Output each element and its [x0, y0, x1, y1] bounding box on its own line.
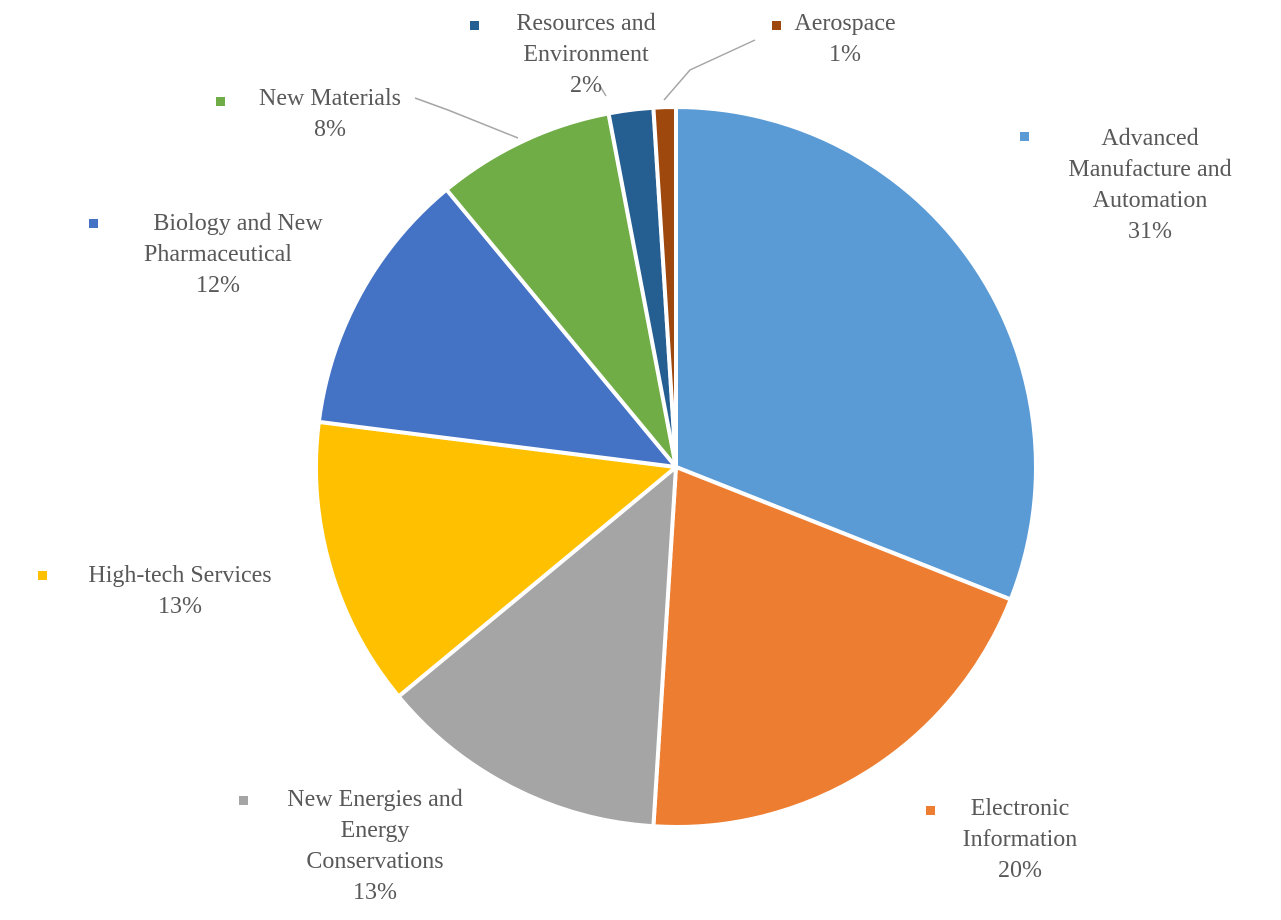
label-marker-6	[216, 97, 225, 106]
value-label-2: 20%	[998, 857, 1042, 883]
category-label-6: New Materials	[259, 85, 401, 111]
label-marker-5	[89, 219, 98, 228]
label-marker-4	[38, 571, 47, 580]
value-label-1: 31%	[1128, 218, 1172, 244]
category-label-1: Advanced Manufacture and Automation	[1068, 125, 1231, 213]
category-label-2: Electronic Information	[963, 795, 1078, 852]
value-label-6: 8%	[314, 116, 346, 142]
pie-slice-1	[674, 105, 1038, 602]
pie-slice-5	[316, 187, 678, 469]
label-marker-1	[1020, 132, 1029, 141]
category-label-7: Resources and Environment	[516, 10, 655, 67]
label-marker-7	[470, 21, 479, 30]
value-label-4: 13%	[158, 593, 202, 619]
pie-slice-4	[314, 419, 678, 699]
value-label-5: 12%	[196, 272, 240, 298]
pie-slice-3	[396, 465, 678, 829]
value-label-3: 13%	[353, 879, 397, 905]
leader-line-6	[414, 97, 519, 139]
label-marker-8	[772, 21, 781, 30]
data-labels: Advanced Manufacture and Automation 31% Elec…	[38, 10, 1232, 905]
category-label-3: New Energies and Energy Conservations	[287, 786, 463, 874]
category-label-5: Biology and New Pharmaceutical	[144, 210, 323, 267]
category-label-4: High-tech Services	[88, 562, 271, 588]
leader-line-7	[599, 85, 607, 97]
value-label-7: 2%	[570, 72, 602, 98]
leader-lines	[414, 39, 756, 139]
label-marker-2	[926, 806, 935, 815]
leader-line-8	[663, 39, 756, 101]
pie-slice-8	[651, 105, 678, 469]
pie-slice-6	[444, 111, 678, 469]
pie-slice-2	[651, 465, 1013, 829]
label-marker-3	[239, 796, 248, 805]
value-label-8: 1%	[829, 41, 861, 67]
pie-slices	[314, 105, 1038, 829]
category-label-8: Aerospace	[794, 10, 895, 36]
